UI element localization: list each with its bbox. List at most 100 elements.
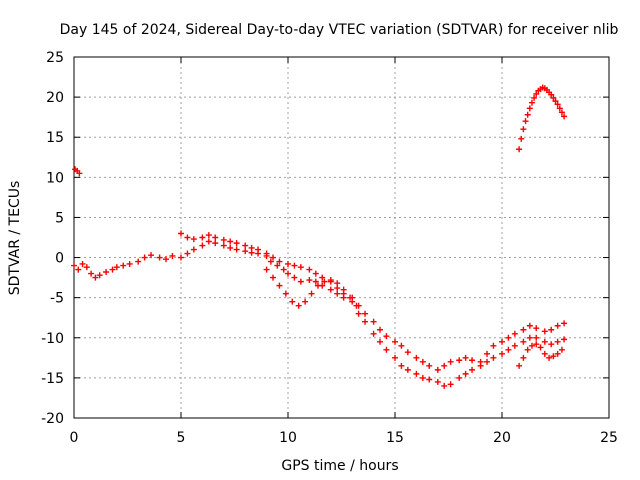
data-point [199, 242, 206, 249]
data-point [227, 238, 234, 245]
data-point [355, 310, 362, 317]
data-point [484, 350, 491, 357]
series-late-arc [516, 84, 568, 153]
data-point [404, 366, 411, 373]
x-tick-label: 15 [386, 430, 404, 446]
data-point [190, 236, 197, 243]
data-point [516, 362, 523, 369]
data-point [227, 244, 234, 251]
data-point [462, 354, 469, 361]
data-point [169, 252, 176, 259]
data-point [419, 374, 426, 381]
data-point [505, 346, 512, 353]
data-point [321, 278, 328, 285]
data-point [520, 326, 527, 333]
series-hump-branch [263, 266, 360, 309]
data-point [233, 240, 240, 247]
data-point [291, 262, 298, 269]
data-point [533, 325, 540, 332]
data-point [184, 234, 191, 241]
data-point [103, 268, 110, 275]
data-point [295, 302, 302, 309]
data-point [88, 270, 95, 277]
data-point [212, 234, 219, 241]
data-point [434, 366, 441, 373]
data-point [516, 146, 523, 153]
data-point [199, 234, 206, 241]
data-point [548, 91, 555, 98]
data-point [178, 254, 184, 261]
data-point [524, 346, 531, 353]
data-point [511, 342, 518, 349]
data-point [426, 362, 433, 369]
data-point [550, 353, 557, 360]
data-point [505, 334, 512, 341]
data-point [413, 354, 420, 361]
data-point [270, 254, 277, 261]
data-point [528, 99, 535, 106]
y-tick-label: 15 [46, 130, 64, 146]
series-lower-tail [516, 341, 565, 369]
data-point [537, 344, 544, 351]
data-point [550, 94, 557, 101]
data-point [520, 354, 527, 361]
data-point [276, 282, 283, 289]
data-point [92, 274, 99, 281]
data-point [413, 370, 420, 377]
data-point [370, 330, 377, 337]
x-tick-label: 5 [177, 430, 186, 446]
data-point [469, 357, 476, 364]
plot-frame [73, 56, 610, 419]
data-point [377, 338, 384, 345]
data-point [447, 381, 454, 388]
series-main-track [71, 238, 568, 389]
data-point [398, 342, 405, 349]
data-point [548, 326, 555, 333]
data-point [242, 248, 249, 255]
data-point [263, 250, 270, 257]
data-point [484, 358, 491, 365]
data-point [556, 105, 563, 112]
data-point [477, 358, 484, 365]
data-point [490, 354, 497, 361]
data-point [334, 280, 341, 287]
data-point [156, 254, 163, 261]
y-tick-label: 20 [46, 90, 64, 106]
y-tick-label: -20 [41, 411, 64, 427]
data-point [528, 342, 535, 349]
data-point [392, 338, 398, 345]
data-point [327, 277, 334, 284]
data-point [499, 338, 505, 345]
x-tick-label: 25 [600, 430, 618, 446]
grid [74, 57, 609, 418]
data-point [135, 258, 142, 265]
data-point [552, 98, 559, 105]
data-point [178, 230, 184, 237]
data-point [398, 362, 405, 369]
data-point [148, 252, 155, 259]
data-point [499, 350, 505, 357]
data-point [541, 328, 548, 335]
data-point [248, 244, 255, 251]
data-point [419, 358, 426, 365]
data-point [533, 90, 540, 97]
data-point [312, 278, 319, 285]
data-point [447, 358, 454, 365]
data-point [163, 256, 170, 263]
data-point [297, 264, 304, 271]
data-point [541, 350, 548, 357]
data-point [285, 260, 291, 267]
data-point [334, 290, 341, 297]
data-point [314, 282, 321, 289]
data-point [546, 354, 553, 361]
x-axis-label: GPS time / hours [281, 458, 398, 474]
data-point [561, 113, 568, 120]
data-point [306, 266, 313, 273]
data-point [377, 326, 384, 333]
data-point [392, 354, 398, 361]
series-early-point [72, 166, 83, 177]
data-point [75, 266, 82, 273]
data-point [526, 334, 533, 341]
data-point [520, 338, 527, 345]
data-point [558, 346, 565, 353]
